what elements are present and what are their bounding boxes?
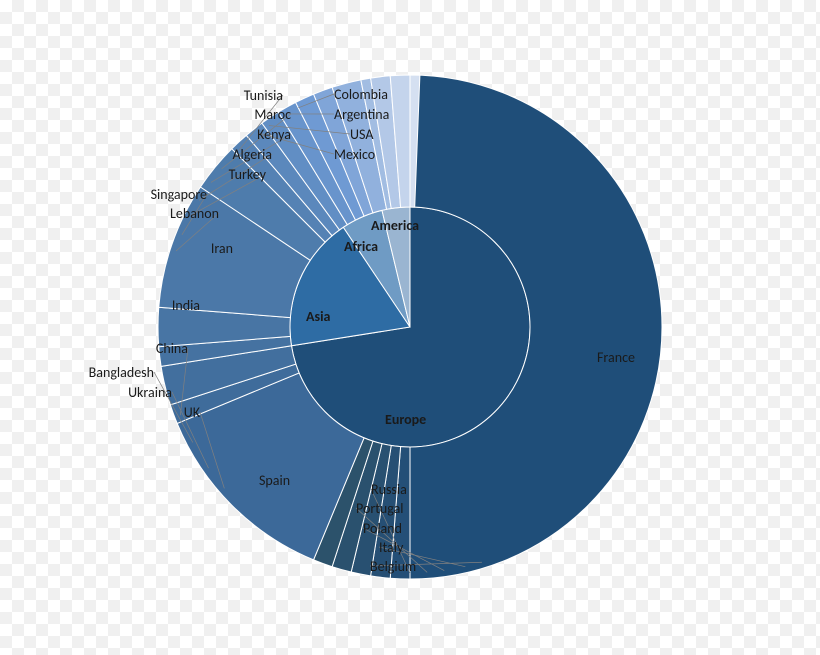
sunburst-svg [0,0,820,655]
sunburst-chart: EuropeAsiaAfricaAmericaFranceBelgiumItal… [0,0,820,655]
